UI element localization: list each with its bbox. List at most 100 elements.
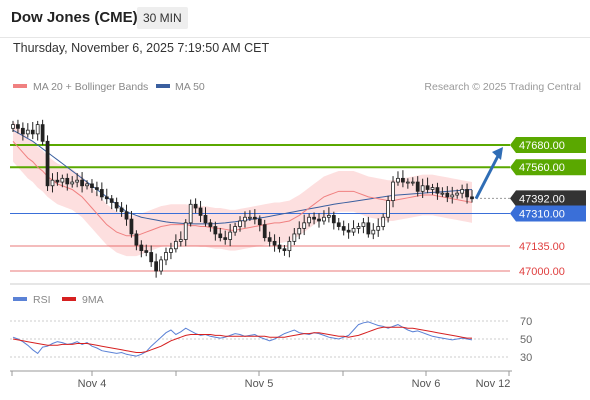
candle-body xyxy=(292,233,297,242)
candle-body xyxy=(109,198,114,203)
candle-body xyxy=(415,181,420,192)
candle-body xyxy=(248,216,252,219)
candle-body xyxy=(208,222,213,227)
candle-body xyxy=(341,226,346,231)
candle-body xyxy=(361,222,366,227)
ma50-line xyxy=(12,129,473,225)
level-label: 47000.00 xyxy=(519,266,565,278)
candle-body xyxy=(440,192,445,195)
candle-body xyxy=(90,183,94,189)
chart-datetime: Thursday, November 6, 2025 7:19:50 AM CE… xyxy=(13,41,270,55)
candle-body xyxy=(336,222,341,227)
candle-body xyxy=(430,187,435,190)
candle-body xyxy=(366,222,371,235)
level-label-bg xyxy=(510,205,586,222)
candle-body xyxy=(178,239,183,242)
candle-body xyxy=(376,226,381,231)
candle-body xyxy=(312,216,316,220)
forecast-arrow xyxy=(474,147,503,200)
candle-body xyxy=(11,124,15,129)
rsi-ma-legend-swatch xyxy=(62,297,76,301)
candle-body xyxy=(272,240,277,246)
rsi-legend-swatch xyxy=(13,297,27,301)
candle-body xyxy=(326,215,331,218)
candle-body xyxy=(381,216,386,227)
candle-body xyxy=(252,216,257,220)
candle-body xyxy=(35,124,40,135)
level-label: 47310.00 xyxy=(519,209,565,221)
candle-body xyxy=(425,185,430,190)
candle-body xyxy=(401,177,405,183)
candle-body xyxy=(218,233,223,239)
candle-body xyxy=(169,248,173,253)
candle-body xyxy=(346,229,351,233)
candle-body xyxy=(223,237,228,240)
candle-body xyxy=(80,179,84,187)
level-label: 47560.00 xyxy=(519,162,565,174)
candle-body xyxy=(282,248,287,252)
moving-averages xyxy=(12,129,473,237)
ma20-legend-swatch xyxy=(13,84,27,88)
candle-body xyxy=(139,244,144,252)
candle-body xyxy=(435,187,440,194)
candle-body xyxy=(20,127,25,135)
candle-body xyxy=(183,222,188,240)
candle-body xyxy=(129,218,134,235)
candle-body xyxy=(144,250,149,253)
candle-body xyxy=(410,181,415,184)
candle-body xyxy=(243,216,247,222)
chart-header: Dow Jones (CME) 30 MIN xyxy=(0,0,590,38)
level-label-bg xyxy=(510,137,586,153)
candle-body xyxy=(356,226,361,229)
time-axis-label: Nov 4 xyxy=(78,378,107,390)
candle-body xyxy=(85,183,89,187)
candle-body xyxy=(164,252,168,261)
candle-body xyxy=(228,231,233,240)
level-label-bg xyxy=(510,159,586,176)
candle-body xyxy=(445,192,450,198)
candle-body xyxy=(233,226,237,233)
candle-body xyxy=(420,185,425,192)
candle-body xyxy=(99,189,104,198)
rsi-ma-legend-label: 9MA xyxy=(82,294,104,306)
candle-body xyxy=(95,187,99,190)
candle-body xyxy=(371,229,376,235)
rsi-ma-line xyxy=(12,326,472,353)
candle-body xyxy=(60,177,65,183)
forecast-arrow-shaft xyxy=(474,153,501,200)
rsi-tick-label: 50 xyxy=(520,334,532,346)
interval-button[interactable]: 30 MIN xyxy=(137,7,188,29)
candle-body xyxy=(65,177,70,185)
candle-body xyxy=(70,181,75,185)
time-axis: Nov 4 Nov 5 Nov 6 Nov 12 xyxy=(11,371,510,390)
candle-body xyxy=(302,222,307,229)
candle-body xyxy=(267,237,272,242)
candle-body xyxy=(396,177,400,183)
ma50-legend-swatch xyxy=(156,84,170,88)
candle-body xyxy=(40,124,45,142)
candle-body xyxy=(277,244,282,250)
candle-body xyxy=(391,181,395,201)
candle-body xyxy=(154,261,159,272)
copyright-text: Research © 2025 Trading Central xyxy=(424,81,581,93)
candle-body xyxy=(307,216,312,224)
candle-body xyxy=(351,227,356,233)
candle-body xyxy=(450,194,455,198)
instrument-title: Dow Jones (CME) xyxy=(11,9,138,26)
candle-body xyxy=(134,233,139,246)
candle-body xyxy=(188,203,193,224)
level-label: 47392.00 xyxy=(519,193,565,205)
candle-body xyxy=(198,207,203,216)
candle-body xyxy=(317,218,321,222)
candle-body xyxy=(322,216,326,222)
candlesticks xyxy=(11,119,474,278)
candle-body xyxy=(119,207,124,213)
candle-body xyxy=(455,192,460,196)
candle-body xyxy=(149,252,154,263)
candle-body xyxy=(405,181,410,184)
bollinger-band-area xyxy=(13,120,472,257)
candle-body xyxy=(173,240,178,250)
candle-body xyxy=(262,224,267,239)
candle-body xyxy=(470,196,474,200)
